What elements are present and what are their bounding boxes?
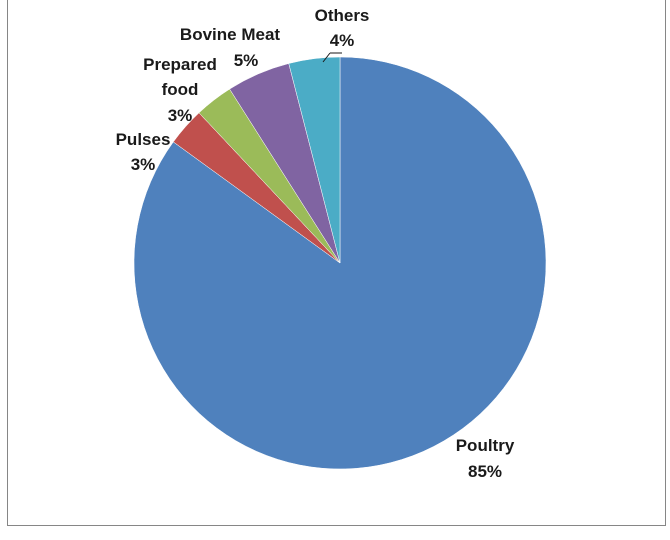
label-pulses-value: 3%	[131, 155, 156, 174]
label-others-name: Others	[315, 6, 370, 25]
leader-line-others-tick	[322, 52, 331, 63]
label-bovine-meat-name: Bovine Meat	[180, 25, 280, 44]
label-poultry-name: Poultry	[456, 436, 515, 455]
label-poultry-value: 85%	[468, 462, 502, 481]
label-pulses-name: Pulses	[116, 130, 171, 149]
label-prepared-food-name-line1: Prepared	[143, 55, 217, 74]
label-prepared-food-value: 3%	[168, 106, 193, 125]
label-others-value: 4%	[330, 31, 355, 50]
pie-slice-others	[288, 56, 341, 264]
label-bovine-meat-value: 5%	[234, 51, 259, 70]
pie-slices	[133, 56, 547, 470]
label-prepared-food-name-line2: food	[162, 80, 199, 99]
